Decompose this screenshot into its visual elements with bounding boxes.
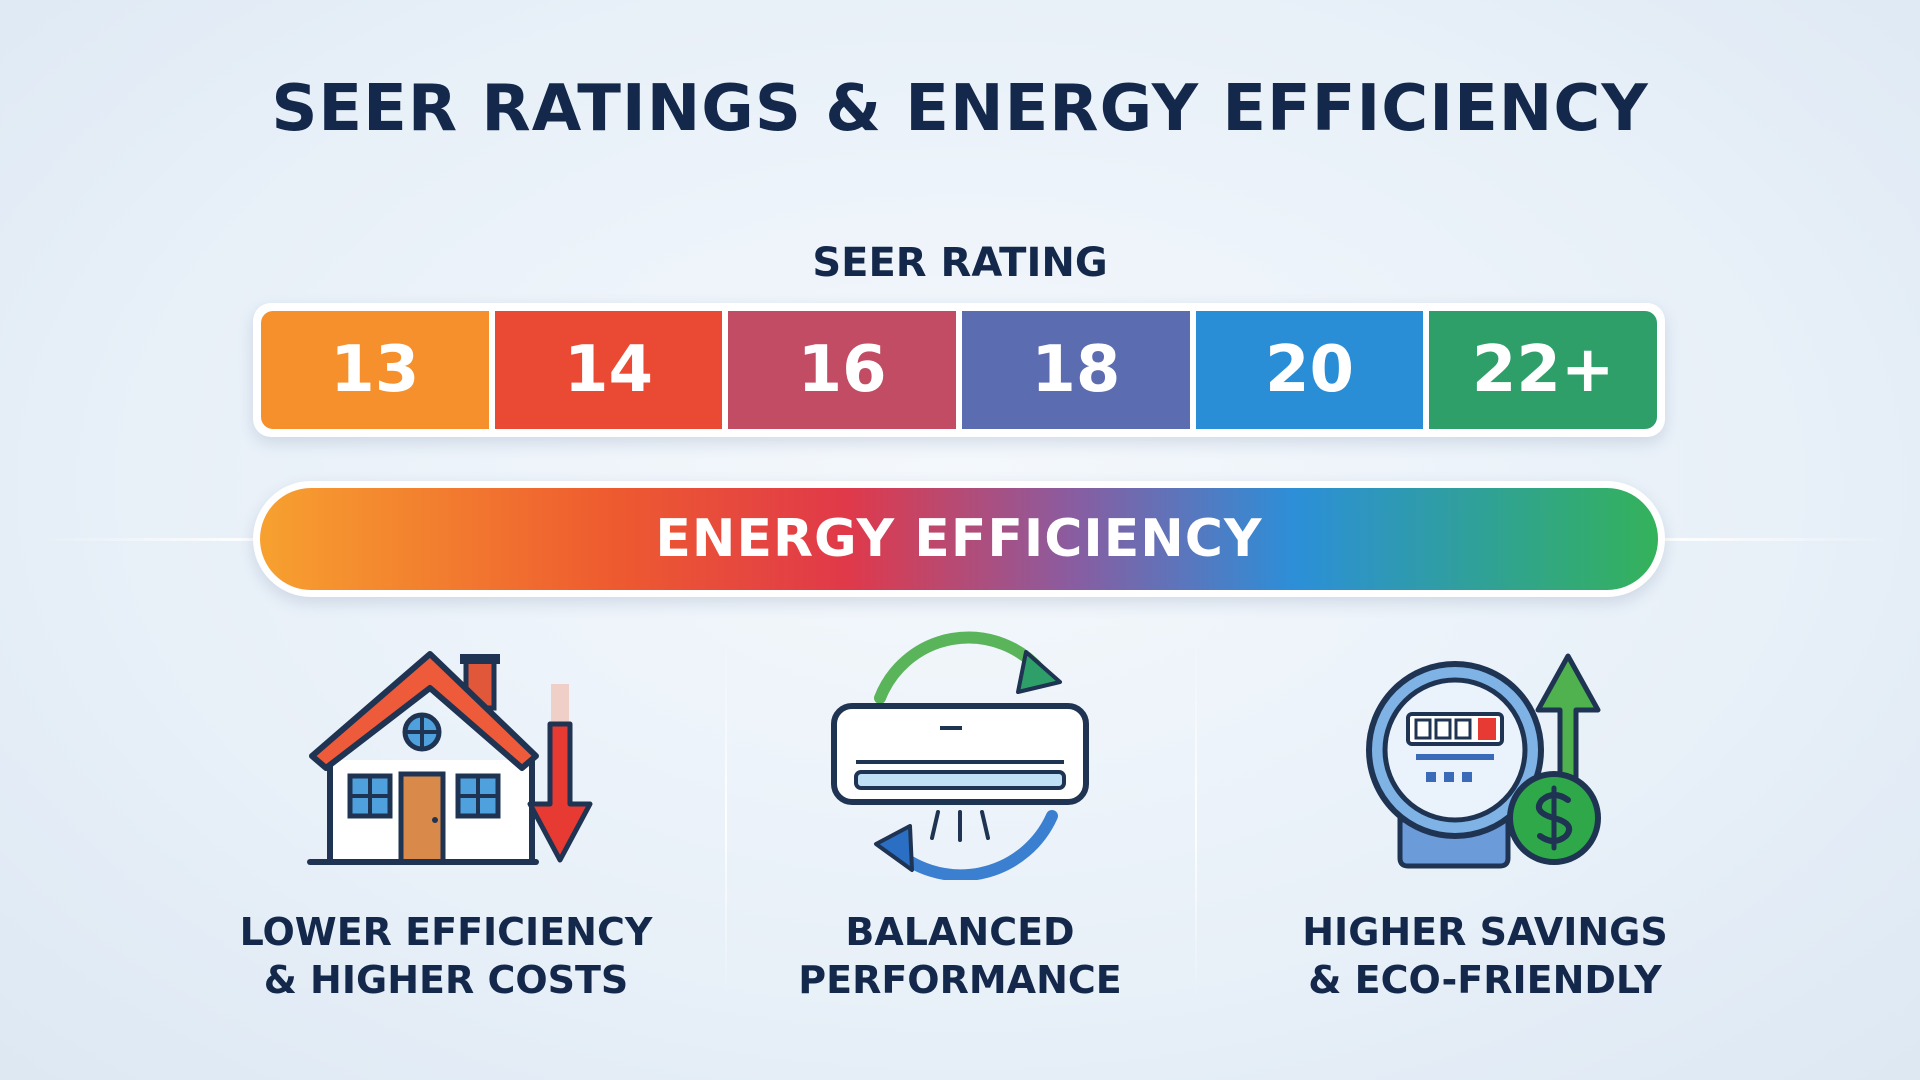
feature-label-balanced: BALANCED PERFORMANCE	[700, 908, 1220, 1004]
seer-rating-13: 13	[261, 311, 489, 429]
column-divider-right	[1195, 640, 1197, 1000]
feature-label-line: HIGHER SAVINGS	[1302, 910, 1668, 954]
feature-label-higher-savings: HIGHER SAVINGS & ECO-FRIENDLY	[1225, 908, 1745, 1004]
page-title: SEER RATINGS & ENERGY EFFICIENCY	[271, 72, 1649, 146]
seer-rating-scale: 13 14 16 18 20 22+	[253, 303, 1665, 437]
house-down-arrow-icon	[307, 651, 593, 865]
seer-rating-16: 16	[728, 311, 957, 429]
meter-savings-icon	[1366, 653, 1601, 869]
seer-rating-22-plus: 22+	[1429, 311, 1658, 429]
feature-label-line: LOWER EFFICIENCY	[239, 910, 653, 954]
feature-label-line: & HIGHER COSTS	[263, 958, 629, 1002]
glow-line-right	[1650, 538, 1890, 541]
glow-line-left	[40, 538, 280, 541]
seer-rating-18: 18	[962, 311, 1190, 429]
seer-rating-14: 14	[494, 311, 723, 429]
feature-label-line: PERFORMANCE	[798, 958, 1122, 1002]
seer-rating-heading: SEER RATING	[812, 240, 1108, 286]
energy-efficiency-bar: ENERGY EFFICIENCY	[253, 481, 1665, 597]
feature-label-line: & ECO-FRIENDLY	[1308, 958, 1662, 1002]
energy-efficiency-label: ENERGY EFFICIENCY	[260, 488, 1658, 590]
column-divider-left	[725, 640, 727, 1000]
feature-label-line: BALANCED	[845, 910, 1075, 954]
seer-rating-20: 20	[1195, 311, 1424, 429]
feature-label-lower-efficiency: LOWER EFFICIENCY & HIGHER COSTS	[186, 908, 706, 1004]
air-conditioner-cycle-icon	[831, 631, 1089, 880]
